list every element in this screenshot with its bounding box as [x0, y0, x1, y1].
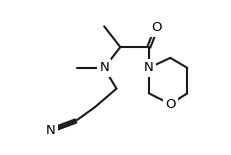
Text: O: O [151, 21, 162, 34]
Text: N: N [144, 61, 154, 74]
Text: O: O [165, 97, 176, 111]
Text: N: N [46, 124, 56, 137]
Text: N: N [99, 61, 109, 74]
